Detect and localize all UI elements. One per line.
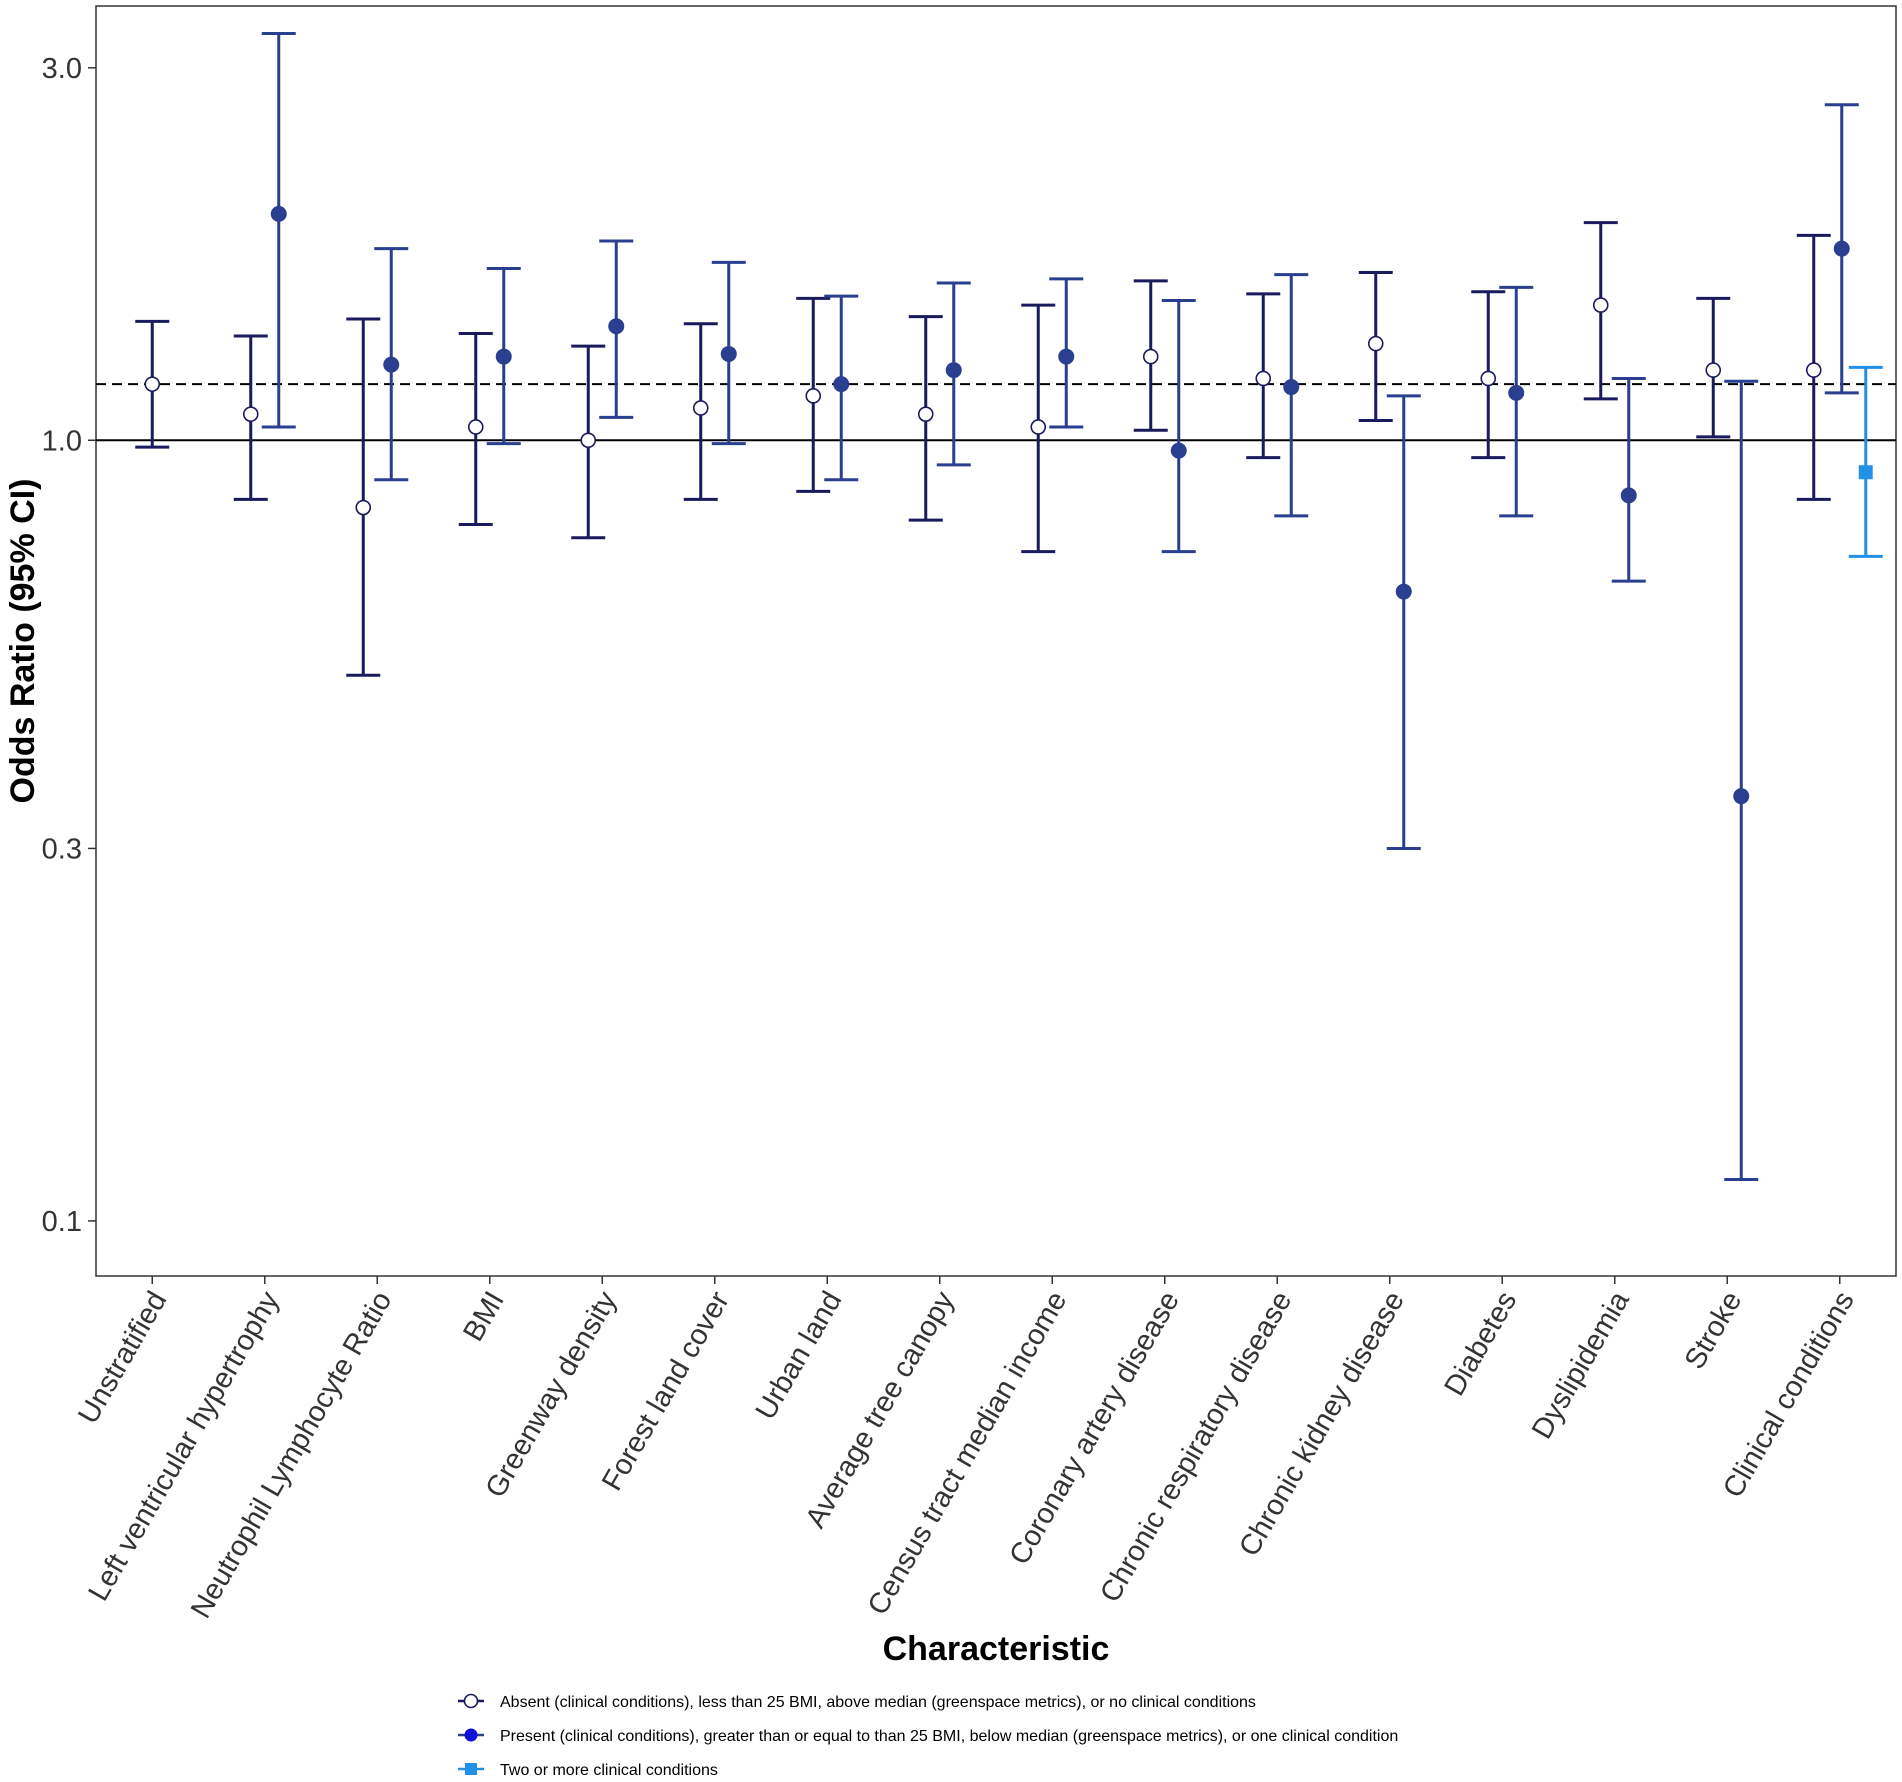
x-tick-label: Stroke [1679, 1286, 1749, 1375]
error-bar-group [571, 344, 606, 540]
error-bar-group [796, 296, 831, 493]
point-estimate-open [355, 499, 372, 516]
point-estimate-filled [833, 376, 850, 393]
legend-item: Two or more clinical conditions [458, 1762, 718, 1779]
error-bar-group [135, 319, 170, 449]
error-bar-group [1796, 233, 1831, 501]
y-axis-title: Odds Ratio (95% CI) [4, 479, 42, 804]
legend: Absent (clinical conditions), less than … [458, 1693, 1398, 1779]
error-bar-group [1724, 379, 1759, 1181]
data-marks [135, 31, 1883, 1181]
error-bar-group [346, 317, 381, 677]
x-tick-label: Dyslipidemia [1526, 1285, 1636, 1444]
point-estimate-open [1030, 419, 1047, 435]
error-bar-group [1583, 221, 1618, 401]
error-bar-group [458, 332, 493, 527]
x-tick-label: BMI [457, 1286, 510, 1347]
plot-panel [95, 5, 1897, 1277]
x-axis-title: Characteristic [883, 1630, 1110, 1668]
point-estimate-open [1805, 362, 1822, 378]
point-estimate-open [692, 400, 709, 416]
point-estimate-open [1255, 370, 1272, 387]
y-tick-label: 0.1 [42, 1206, 82, 1238]
y-axis: 0.1 0.3 1.0 3.0 [42, 53, 96, 1238]
x-tick-label: Chronic respiratory disease [1094, 1286, 1298, 1608]
point-estimate-filled [1170, 442, 1187, 459]
error-bar-group [1049, 277, 1084, 429]
error-bar-group [683, 322, 718, 501]
error-bar-group [711, 260, 746, 446]
error-bar-group [1246, 292, 1281, 460]
error-bar-group [261, 31, 296, 429]
point-estimate-open [805, 388, 822, 404]
legend-item: Absent (clinical conditions), less than … [458, 1693, 1256, 1711]
error-bar-group [1696, 296, 1731, 439]
point-estimate-open [1142, 348, 1159, 365]
legend-label: Absent (clinical conditions), less than … [500, 1694, 1256, 1711]
point-estimate-filled [495, 348, 512, 365]
error-bar-group [1274, 273, 1309, 518]
point-estimate-open [1367, 335, 1384, 352]
error-bar-group [1611, 376, 1646, 583]
point-estimate-open [144, 376, 161, 392]
error-bar-group [233, 334, 268, 501]
point-estimate-square [1858, 465, 1873, 480]
error-bar-group [824, 294, 859, 482]
point-estimate-filled [1833, 240, 1850, 257]
point-estimate-filled [1395, 583, 1412, 600]
error-bar-group [1824, 103, 1859, 395]
error-bar-group [1386, 394, 1421, 850]
x-tick-label: Census tract median income [862, 1286, 1073, 1620]
point-estimate-open [1705, 362, 1722, 378]
point-estimate-filled [945, 362, 962, 379]
error-bar-group [1161, 299, 1196, 554]
point-estimate-filled [1733, 788, 1750, 805]
error-bar-group [486, 266, 521, 446]
point-estimate-filled [1283, 379, 1300, 396]
error-bar-group [1848, 365, 1883, 558]
point-estimate-filled [720, 345, 737, 362]
x-tick-label: Neutrophil Lymphocyte Ratio [185, 1286, 398, 1624]
x-tick-label: Diabetes [1438, 1286, 1523, 1401]
error-bar-group [599, 239, 634, 419]
y-tick-label: 1.0 [42, 425, 82, 457]
point-estimate-filled [270, 205, 287, 222]
reference-lines [96, 383, 1896, 442]
point-estimate-open [242, 406, 259, 422]
point-estimate-open [917, 406, 934, 422]
legend-key-filled-circle [464, 1728, 478, 1742]
error-bar-group [1358, 271, 1393, 423]
point-estimate-filled [383, 356, 400, 373]
point-estimate-filled [1508, 384, 1525, 401]
point-estimate-filled [1058, 348, 1075, 365]
error-bar-group [908, 315, 943, 522]
point-estimate-filled [608, 318, 625, 335]
y-tick-label: 0.3 [42, 833, 82, 865]
legend-label: Present (clinical conditions), greater t… [500, 1728, 1398, 1745]
point-estimate-open [1592, 297, 1609, 313]
x-tick-label: Unstratified [72, 1286, 173, 1429]
y-tick-label: 3.0 [42, 53, 82, 85]
error-bar-group [1021, 303, 1056, 554]
legend-key-square [465, 1763, 477, 1775]
point-estimate-filled [1620, 487, 1637, 504]
x-tick-label: Forest land cover [596, 1286, 736, 1496]
error-bar-group [1471, 290, 1506, 460]
point-estimate-open [580, 432, 597, 449]
error-bar-group [1133, 279, 1168, 432]
error-bar-group [936, 281, 971, 467]
point-estimate-open [467, 419, 484, 435]
x-tick-label: Left ventricular hypertrophy [82, 1286, 286, 1607]
x-tick-label: Urban land [750, 1286, 849, 1425]
legend-item: Present (clinical conditions), greater t… [458, 1728, 1398, 1745]
legend-label: Two or more clinical conditions [500, 1762, 718, 1779]
error-bar-group [1499, 285, 1534, 518]
point-estimate-open [1480, 370, 1497, 387]
legend-key-open-circle [463, 1693, 479, 1709]
error-bar-group [374, 247, 409, 482]
